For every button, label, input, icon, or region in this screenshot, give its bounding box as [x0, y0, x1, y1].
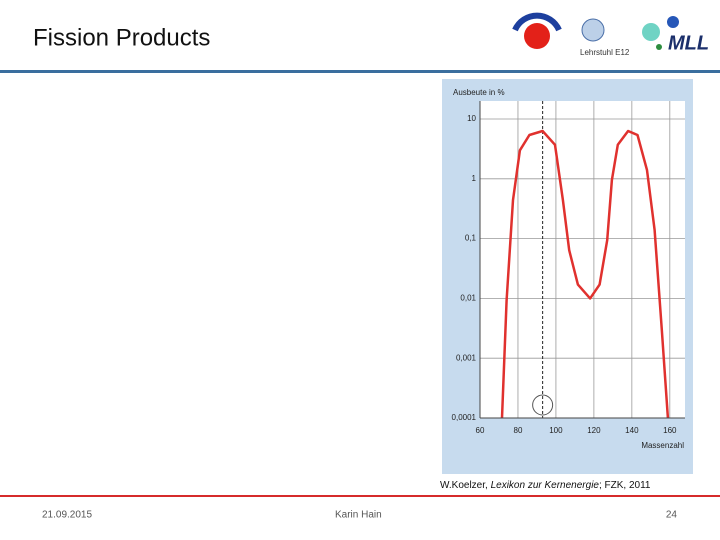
citation-work: Lexikon zur Kernenergie	[491, 480, 600, 491]
y-tick-label: 0,0001	[452, 413, 477, 422]
footer-page: 24	[666, 510, 678, 521]
citation-author: W.Koelzer,	[440, 480, 491, 491]
logo-chair-text: Lehrstuhl E12	[580, 48, 630, 57]
x-axis-title: Massenzahl	[641, 441, 684, 450]
y-tick-label: 1	[472, 174, 477, 183]
x-tick-label: 140	[625, 426, 639, 435]
header-rule	[0, 70, 720, 73]
chart: 0,0001 0,001 0,01 0,1 1 10 60 80 100 120 140 160	[452, 101, 685, 435]
y-tick-label: 0,001	[456, 353, 477, 362]
line	[500, 129, 670, 419]
x-tick-label: 80	[514, 426, 523, 435]
logo-university	[512, 12, 562, 49]
footer-rule	[0, 495, 720, 497]
logo-lab-text: MLL	[668, 32, 709, 54]
plot-area	[480, 101, 685, 418]
citation-rest: ; FZK, 2011	[599, 480, 651, 491]
x-tick-label: 100	[549, 426, 563, 435]
logo-lab: MLL	[642, 16, 709, 54]
y-tick-label: 0,1	[465, 234, 477, 243]
reference-marker	[532, 394, 554, 416]
y-tick-label: 10	[467, 114, 476, 123]
x-tick-label: 60	[476, 426, 485, 435]
x-tick-label: 120	[587, 426, 601, 435]
slide-title: Fission Products	[33, 24, 210, 51]
footer-author: Karin Hain	[335, 510, 382, 521]
y-axis-title: Ausbeute in %	[453, 88, 505, 97]
x-tick-label: 160	[663, 426, 677, 435]
logo-chair: Lehrstuhl E12	[580, 18, 630, 57]
footer-date: 21.09.2015	[42, 510, 92, 521]
citation: W.Koelzer, Lexikon zur Kernenergie; FZK,…	[440, 480, 651, 491]
y-tick-label: 0,01	[460, 294, 476, 303]
